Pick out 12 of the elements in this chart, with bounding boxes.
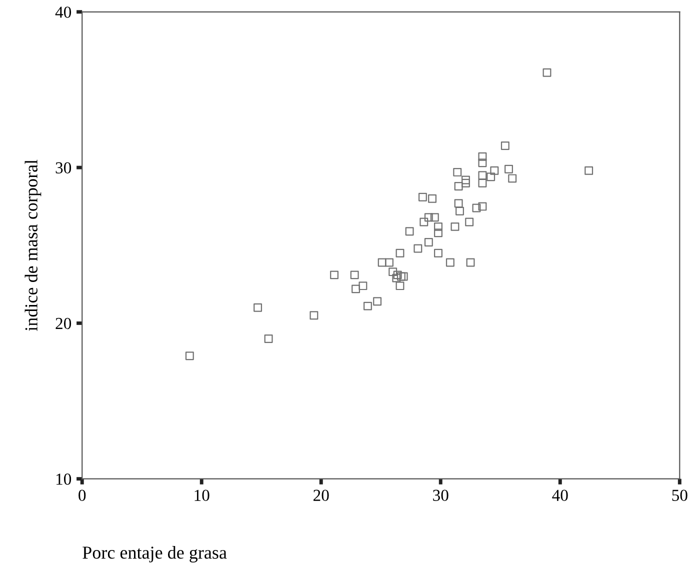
y-tick-label: 20 — [56, 318, 72, 330]
x-tick-label: 20 — [314, 490, 329, 501]
x-axis-title: Porc entaje de grasa — [82, 546, 227, 562]
x-tick-label: 50 — [672, 490, 688, 501]
y-tick-label: 10 — [56, 474, 72, 485]
y-tick-label: 30 — [56, 162, 72, 174]
x-tick-label: 30 — [433, 490, 448, 501]
x-tick-label: 0 — [78, 490, 86, 501]
x-tick-label: 40 — [552, 490, 568, 501]
y-axis-title: indice de masa corporal — [24, 160, 42, 331]
y-tick-label: 40 — [55, 6, 72, 18]
x-tick-label: 10 — [194, 490, 210, 501]
